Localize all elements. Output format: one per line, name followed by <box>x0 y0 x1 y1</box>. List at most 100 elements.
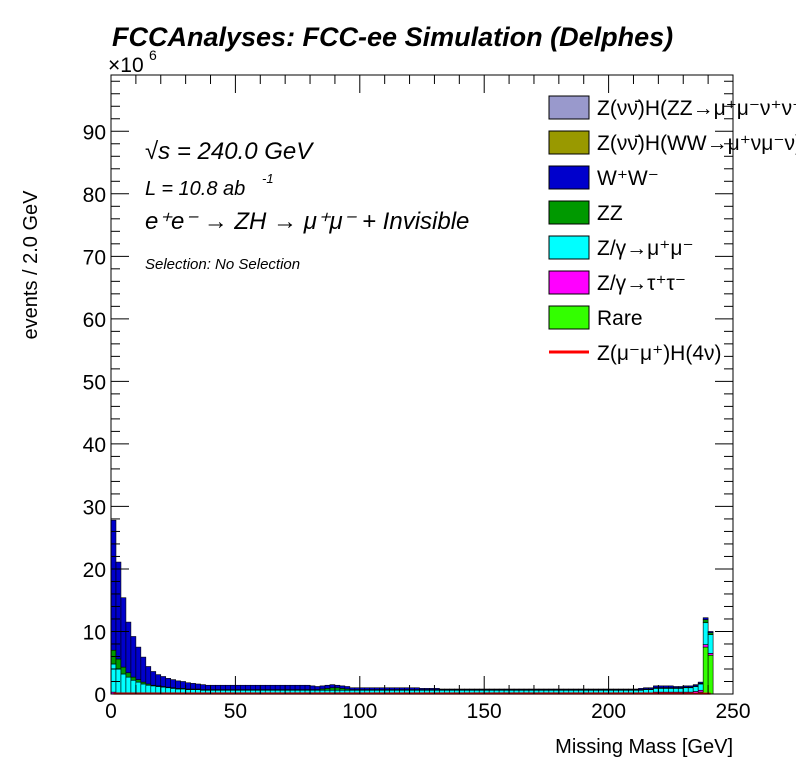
bar-z <box>220 689 226 694</box>
bar-z <box>543 689 550 694</box>
bar-z <box>190 689 196 694</box>
bar-z <box>558 689 565 694</box>
bar-z <box>478 689 485 694</box>
bar-z <box>677 688 684 693</box>
bar-z <box>329 689 336 694</box>
bar-w-w <box>404 687 410 690</box>
bar-z <box>399 689 405 694</box>
bar-w-w <box>250 684 256 690</box>
bar-w-w <box>304 684 311 690</box>
bar-w-w <box>264 684 271 690</box>
bar-z <box>628 689 634 694</box>
bar-w-w <box>210 684 216 690</box>
bar-w-w <box>444 688 450 690</box>
bar-w-w <box>130 636 137 678</box>
bar-z <box>424 689 430 694</box>
bar-w-w <box>110 519 117 651</box>
bar-w-w <box>692 684 699 687</box>
bar-z <box>613 689 619 694</box>
bar-w-w <box>493 688 500 690</box>
bar-z <box>175 688 181 694</box>
bar-z <box>404 689 410 694</box>
bar-w-w <box>120 597 127 668</box>
bar-zz <box>702 619 709 624</box>
y-axis-label: events / 2.0 GeV <box>20 190 42 340</box>
bar-w-w <box>399 687 405 690</box>
bar-w-w <box>369 687 376 690</box>
bar-z <box>155 686 162 694</box>
bar-w-w <box>508 688 515 690</box>
bar-z <box>354 689 361 694</box>
bar-z <box>110 663 117 693</box>
bar-z <box>235 689 241 694</box>
bar-w-w <box>528 688 535 690</box>
annotation-selection: Selection: No Selection <box>145 256 300 273</box>
bar-z <box>518 689 525 694</box>
bar-z <box>274 689 281 694</box>
bar-w-w <box>578 688 585 690</box>
bar-z <box>563 689 570 694</box>
bar-w-w <box>498 688 505 690</box>
bar-w-w <box>568 688 575 690</box>
bar-z <box>588 689 594 694</box>
bar-w-w <box>155 674 162 687</box>
bar-w-w <box>628 688 634 690</box>
bar-w-w <box>429 688 435 690</box>
bar-w-w <box>314 686 321 690</box>
y-tick-label: 80 <box>83 184 106 207</box>
x-axis: 0 50 100 150 200 250 <box>105 75 751 723</box>
bar-z <box>185 689 191 694</box>
bar-z <box>449 689 455 694</box>
bar-w-w <box>279 684 286 690</box>
bar-z <box>459 689 465 694</box>
bar-w-w <box>697 681 704 684</box>
bar-z <box>653 688 659 693</box>
bar-w-w <box>409 687 415 690</box>
y-tick-label: 40 <box>83 434 106 457</box>
bar-z <box>439 689 445 694</box>
bar-w-w <box>643 687 649 690</box>
bar-w-w <box>389 687 395 690</box>
bar-z <box>663 688 669 693</box>
bar-w-w <box>518 688 525 690</box>
bar-w-w <box>190 683 196 690</box>
bar-w-w <box>334 684 341 689</box>
bar-w-w <box>553 688 560 690</box>
series-z <box>110 622 714 694</box>
bar-z <box>170 688 176 694</box>
bar-z <box>349 689 356 694</box>
legend-entry: Z/γ→τ⁺τ⁻ <box>548 270 686 295</box>
bar-z <box>672 688 679 693</box>
legend-swatch <box>548 95 590 120</box>
y-exponent-base: ×10 <box>108 54 144 77</box>
legend-swatch <box>548 305 590 330</box>
bar-z <box>434 689 440 694</box>
bar-w-w <box>215 684 221 690</box>
legend-entry: Z/γ→μ⁺μ⁻ <box>548 235 694 260</box>
bar-w-w <box>473 688 480 690</box>
bar-w-w <box>165 678 172 688</box>
bar-z <box>682 687 689 693</box>
bar-w-w <box>205 684 211 690</box>
bar-w-w <box>563 688 570 690</box>
bar-w-w <box>687 685 694 688</box>
bar-w-w <box>175 680 181 689</box>
bar-w-w <box>125 621 132 674</box>
bar-w-w <box>633 688 639 690</box>
bar-z <box>309 689 316 694</box>
bar-w-w <box>284 684 291 690</box>
legend-label: Z(νν̄)H(ZZ→μ⁺μ⁻ν⁺ν⁻) <box>597 97 796 120</box>
bar-w-w <box>145 666 152 685</box>
bar-z <box>463 689 470 694</box>
annotation-lumi-base: L = 10.8 ab <box>145 178 245 200</box>
bar-z <box>195 689 201 694</box>
bar-w-w <box>319 685 326 690</box>
x-tick-label: 0 <box>105 700 117 723</box>
y-tick-label: 60 <box>83 309 106 332</box>
legend-swatch <box>548 165 590 190</box>
bar-z <box>294 689 301 694</box>
bar-w-w <box>309 685 316 690</box>
legend-label: W⁺W⁻ <box>597 167 659 190</box>
bar-z <box>608 689 614 694</box>
